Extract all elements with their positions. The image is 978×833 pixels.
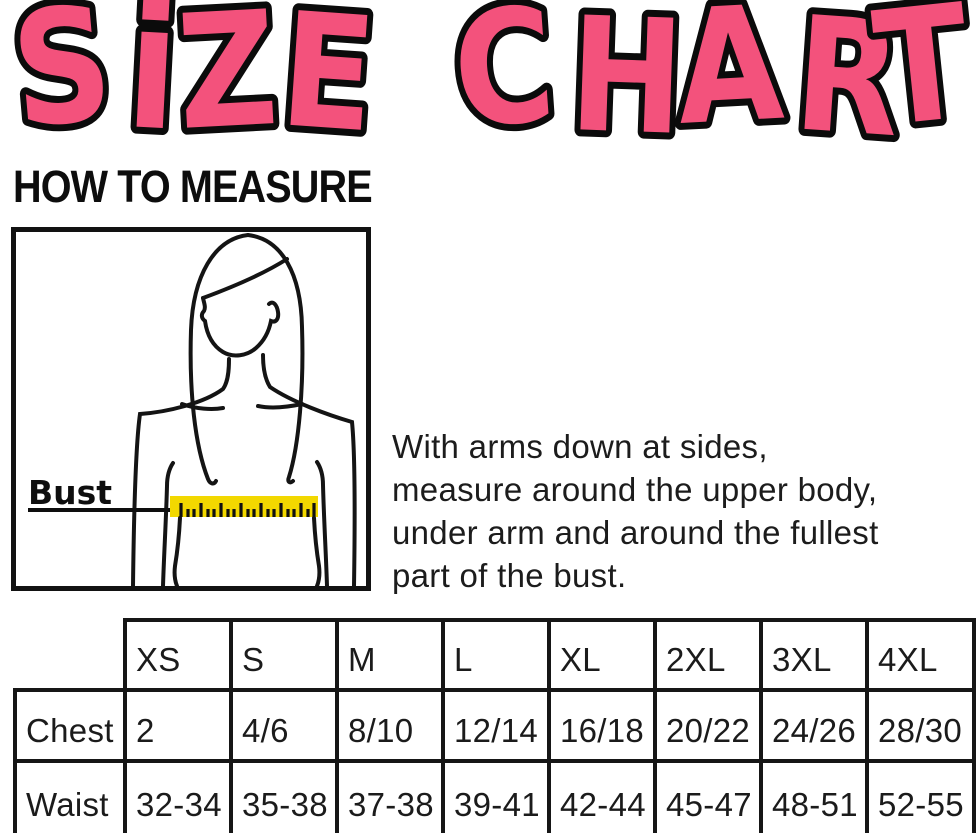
- inner-arm-left-line: [161, 461, 175, 586]
- title-letter: A: [672, 0, 787, 160]
- size-col-header: 4XL: [865, 618, 976, 692]
- tape-tick-marks: [179, 503, 316, 517]
- face-outline: [199, 296, 281, 358]
- size-col-header: XS: [123, 618, 233, 692]
- size-cell: 24/26: [759, 688, 869, 763]
- instruction-line: part of the bust.: [392, 557, 627, 594]
- bust-label: Bust: [28, 473, 112, 512]
- size-cell: 48-51: [759, 759, 869, 833]
- table-row-chest: Chest 2 4/6 8/10 12/14 16/18 20/22 24/26…: [13, 688, 976, 763]
- size-cell: 52-55: [865, 759, 976, 833]
- size-col-header: XL: [547, 618, 657, 692]
- inner-arm-right-line: [315, 460, 329, 586]
- hair-right-outline: [246, 233, 305, 485]
- row-label-chest: Chest: [13, 688, 127, 763]
- size-cell: 12/14: [441, 688, 551, 763]
- size-col-header: 2XL: [653, 618, 763, 692]
- size-col-header: 3XL: [759, 618, 869, 692]
- title-letter: T: [867, 0, 978, 162]
- instruction-line: measure around the upper body,: [392, 471, 878, 508]
- size-table: XS S M L XL 2XL 3XL 4XL Chest 2 4/6 8/10…: [13, 618, 976, 833]
- instruction-line: With arms down at sides,: [392, 428, 768, 465]
- title-letter: Z: [173, 0, 281, 165]
- size-cell: 8/10: [335, 688, 445, 763]
- title-letter: C: [448, 0, 560, 163]
- size-col-header: S: [229, 618, 339, 692]
- size-cell: 35-38: [229, 759, 339, 833]
- size-cell: 45-47: [653, 759, 763, 833]
- size-col-header: M: [335, 618, 445, 692]
- size-cell: 16/18: [547, 688, 657, 763]
- size-cell: 32-34: [123, 759, 233, 833]
- hair-left-outline: [188, 233, 250, 486]
- title-letter: i: [122, 0, 184, 170]
- neck-shoulder-arm-right: [261, 353, 357, 586]
- table-row-waist: Waist 32-34 35-38 37-38 39-41 42-44 45-4…: [13, 759, 976, 833]
- size-cell: 39-41: [441, 759, 551, 833]
- hair-bangs-line: [201, 257, 289, 300]
- collarbone-left-line: [180, 402, 225, 411]
- size-cell: 20/22: [653, 688, 763, 763]
- collarbone-right-line: [256, 402, 304, 410]
- table-header-row: XS S M L XL 2XL 3XL 4XL: [15, 618, 976, 692]
- row-label-waist: Waist: [13, 759, 127, 833]
- size-cell: 28/30: [865, 688, 976, 763]
- how-to-measure-heading: HOW TO MEASURE: [13, 161, 373, 212]
- torso-side-right-line: [312, 516, 322, 586]
- size-col-header: L: [441, 618, 551, 692]
- size-cell: 4/6: [229, 688, 339, 763]
- size-cell: 42-44: [547, 759, 657, 833]
- title-letter: S: [5, 0, 119, 163]
- measure-instructions: With arms down at sides, measure around …: [392, 425, 978, 597]
- size-cell: 2: [123, 688, 233, 763]
- measuring-tape: [170, 496, 318, 517]
- title-letter: R: [789, 0, 906, 173]
- figure-illustration: Bust: [28, 233, 357, 586]
- torso-side-left-line: [172, 516, 182, 586]
- neck-shoulder-arm-left: [131, 357, 231, 586]
- blank-corner-cell: [15, 620, 125, 690]
- measure-diagram-box: Bust: [11, 227, 371, 591]
- instruction-line: under arm and around the fullest: [392, 514, 879, 551]
- title-letter: E: [275, 0, 381, 168]
- title-letter: H: [567, 0, 687, 170]
- size-cell: 37-38: [335, 759, 445, 833]
